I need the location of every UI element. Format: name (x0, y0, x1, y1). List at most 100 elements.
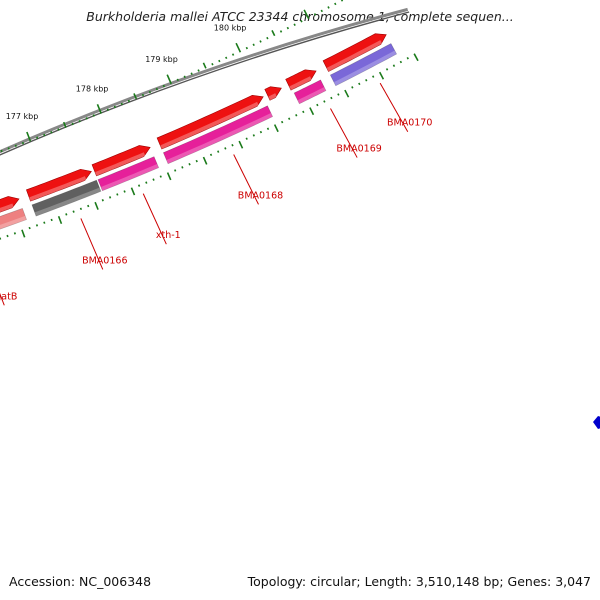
outer-tick (72, 210, 75, 213)
cds-arrow-5 (156, 94, 264, 150)
outer-tick (372, 75, 375, 78)
outer-tick (288, 117, 291, 120)
outer-tick (259, 130, 263, 134)
outer-tick (266, 127, 270, 131)
inner-tick (300, 20, 303, 23)
outer-tick (94, 201, 99, 210)
blue-feature-marker[interactable] (593, 416, 600, 429)
inner-tick (211, 62, 214, 66)
cds-arrow-8 (322, 33, 387, 72)
outer-tick (181, 166, 184, 169)
inner-tick (225, 56, 228, 60)
outer-tick (87, 204, 90, 208)
inner-tick (252, 43, 255, 47)
outer-tick (145, 181, 148, 184)
inner-tick (327, 6, 330, 9)
inner-tick (235, 42, 242, 53)
outer-tick (344, 89, 350, 98)
outer-tick (316, 103, 319, 107)
cds-feature-track (0, 33, 387, 213)
inner-tick (43, 133, 46, 137)
outer-tick (202, 156, 208, 165)
inner-tick (313, 13, 317, 16)
gene-label-group: gatAgatBBMA0166xth-1BMA0168BMA0169BMA017… (0, 82, 432, 306)
gene-callout-line (379, 82, 409, 132)
inner-tick (26, 131, 32, 142)
gene-callout-line (142, 193, 167, 245)
inner-tick (183, 75, 186, 79)
cds-highlight-4 (95, 152, 146, 176)
cds-highlight-7 (289, 76, 312, 91)
outer-tick (65, 213, 68, 216)
outer-tick (273, 124, 279, 133)
inner-tick (50, 131, 53, 134)
gene-feature-BMA0170 (329, 43, 398, 87)
inner-tick (340, 0, 344, 2)
gene-callout-line (0, 292, 5, 306)
inner-tick (286, 26, 290, 30)
outer-tick (406, 57, 409, 60)
outer-tick (224, 147, 227, 150)
gene-label-gatB: gatB (0, 291, 17, 302)
gene-callout-line (330, 108, 358, 158)
gene-highlight-BMA0169 (297, 87, 326, 104)
inner-tick (162, 84, 165, 88)
inner-tick (141, 93, 145, 97)
gene-highlight-BMA0168 (166, 113, 273, 164)
cds-arrow-7 (285, 69, 317, 91)
inner-tick (271, 29, 276, 37)
inner-tick (259, 40, 262, 43)
inner-tick (133, 93, 138, 100)
outer-tick (413, 53, 419, 62)
gene-label-BMA0169: BMA0169 (336, 144, 381, 155)
cds-arrow-3 (26, 168, 92, 202)
outer-tick (337, 93, 340, 96)
gene-feature-BMA0168 (162, 105, 274, 165)
inner-tick (334, 2, 337, 6)
outer-tick (6, 234, 9, 238)
outer-tick-track (0, 53, 419, 240)
outer-tick (130, 187, 136, 196)
outer-tick (252, 134, 255, 137)
inner-tick (113, 105, 117, 109)
inner-tick (36, 136, 39, 139)
inner-tick (202, 62, 207, 69)
inner-tick (106, 108, 109, 112)
outer-tick (365, 78, 368, 82)
inner-tick (14, 144, 17, 147)
inner-tick (266, 36, 269, 40)
inner-tick (127, 99, 131, 103)
gene-feature-BMA0166 (31, 179, 102, 217)
outer-tick (351, 86, 354, 89)
gene-highlight-BMA0170 (333, 50, 397, 86)
outer-tick (323, 100, 326, 103)
backbone-line (0, 7, 410, 156)
inner-tick-track (0, 0, 344, 153)
outer-tick (152, 178, 155, 181)
gene-callout-line (233, 154, 259, 205)
gene-feature-gatB (0, 207, 27, 230)
outer-tick (295, 114, 298, 117)
outer-tick (385, 68, 389, 71)
outer-tick (28, 226, 31, 230)
gene-feature-BMA0169 (293, 79, 327, 105)
gene-highlight-BMA0166 (34, 187, 101, 217)
outer-tick (217, 150, 220, 153)
inner-tick (62, 121, 67, 129)
cds-highlight-2 (0, 203, 14, 213)
gene-label-BMA0170: BMA0170 (387, 118, 432, 129)
outer-tick (399, 60, 403, 64)
inner-tick (176, 78, 179, 82)
inner-tick (166, 74, 172, 85)
inner-tick (245, 46, 248, 50)
inner-tick (190, 72, 193, 75)
outer-tick (108, 196, 112, 199)
gene-highlight-xth-1 (100, 163, 159, 191)
outer-tick (358, 82, 361, 86)
outer-tick (245, 137, 248, 140)
inner-tick (0, 149, 3, 153)
inner-tick (7, 147, 10, 150)
gene-label-BMA0166: BMA0166 (82, 255, 127, 266)
